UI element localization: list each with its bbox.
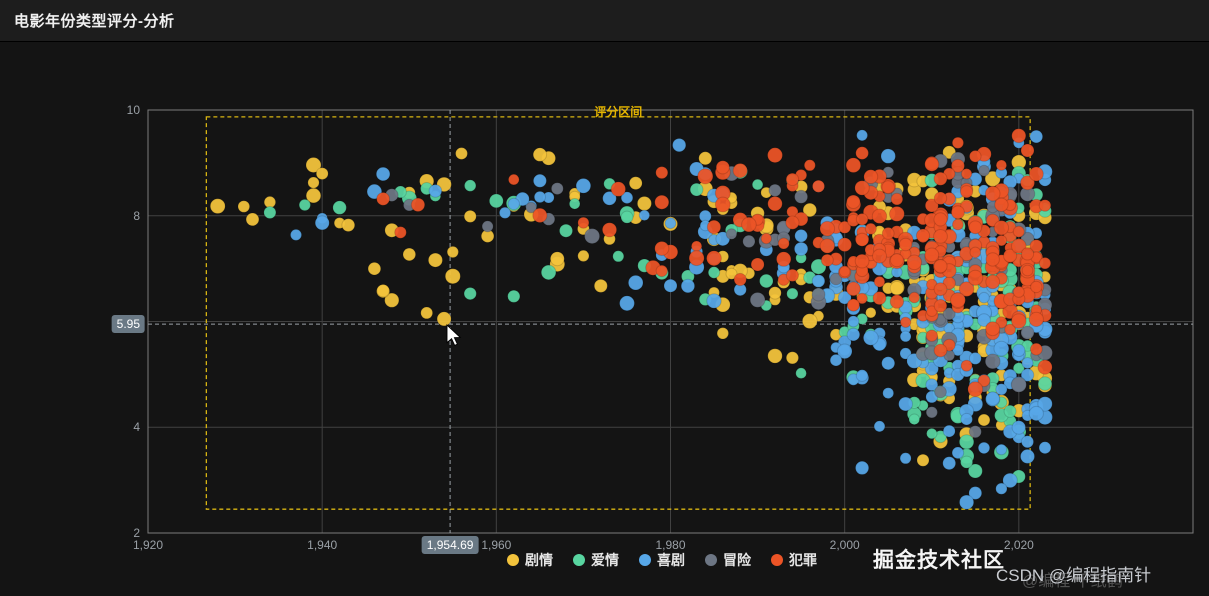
scatter-series-1[interactable] xyxy=(263,163,1053,484)
watermark-juejin: 掘金技术社区 xyxy=(873,549,1005,572)
legend-dot xyxy=(573,554,585,566)
watermark-csdn: CSDN @编程指南针 xyxy=(996,566,1152,585)
legend: 剧情 爱情 喜剧 冒险 犯罪 xyxy=(507,550,817,570)
x-tick-label: 1,980 xyxy=(655,538,686,552)
x-tick-label: 1,960 xyxy=(481,538,512,552)
legend-dot xyxy=(507,554,519,566)
watermark-faint: @编程 千纸鹤 xyxy=(1022,573,1123,590)
y-tick-label: 2 xyxy=(133,526,140,540)
brush-rect[interactable] xyxy=(205,116,1031,510)
y-tick-label: 10 xyxy=(126,103,140,117)
legend-item-1[interactable]: 爱情 xyxy=(573,550,619,570)
legend-label: 剧情 xyxy=(525,552,553,568)
header-bar: 电影年份类型评分-分析 xyxy=(0,0,1209,42)
mouse-cursor xyxy=(446,323,462,346)
legend-item-4[interactable]: 犯罪 xyxy=(771,550,817,570)
y-tick-label: 8 xyxy=(133,208,140,223)
legend-label: 犯罪 xyxy=(789,552,817,568)
scatter-series-4[interactable] xyxy=(376,128,1053,398)
legend-item-3[interactable]: 冒险 xyxy=(705,550,751,570)
legend-label: 冒险 xyxy=(723,552,751,568)
legend-item-2[interactable]: 喜剧 xyxy=(639,550,685,570)
legend-label: 喜剧 xyxy=(657,552,685,568)
legend-label: 爱情 xyxy=(591,552,619,568)
x-tick-label: 2,000 xyxy=(829,538,860,552)
page-title: 电影年份类型评分-分析 xyxy=(14,13,175,30)
x-tick-label: 1,940 xyxy=(307,538,338,552)
legend-dot xyxy=(705,554,717,566)
y-tick-label: 4 xyxy=(133,420,140,435)
plot-border xyxy=(147,109,1194,534)
legend-dot xyxy=(639,554,651,566)
axis-pointer-x-label: 1,954.69 xyxy=(421,536,479,554)
x-tick-label: 2,020 xyxy=(1003,538,1034,552)
brush-label: 评分区间 xyxy=(594,104,643,119)
axis-pointer-y-label: 5.95 xyxy=(111,315,145,334)
legend-dot xyxy=(771,554,783,566)
x-tick-label: 1,920 xyxy=(132,538,164,552)
legend-item-0[interactable]: 剧情 xyxy=(507,550,553,570)
